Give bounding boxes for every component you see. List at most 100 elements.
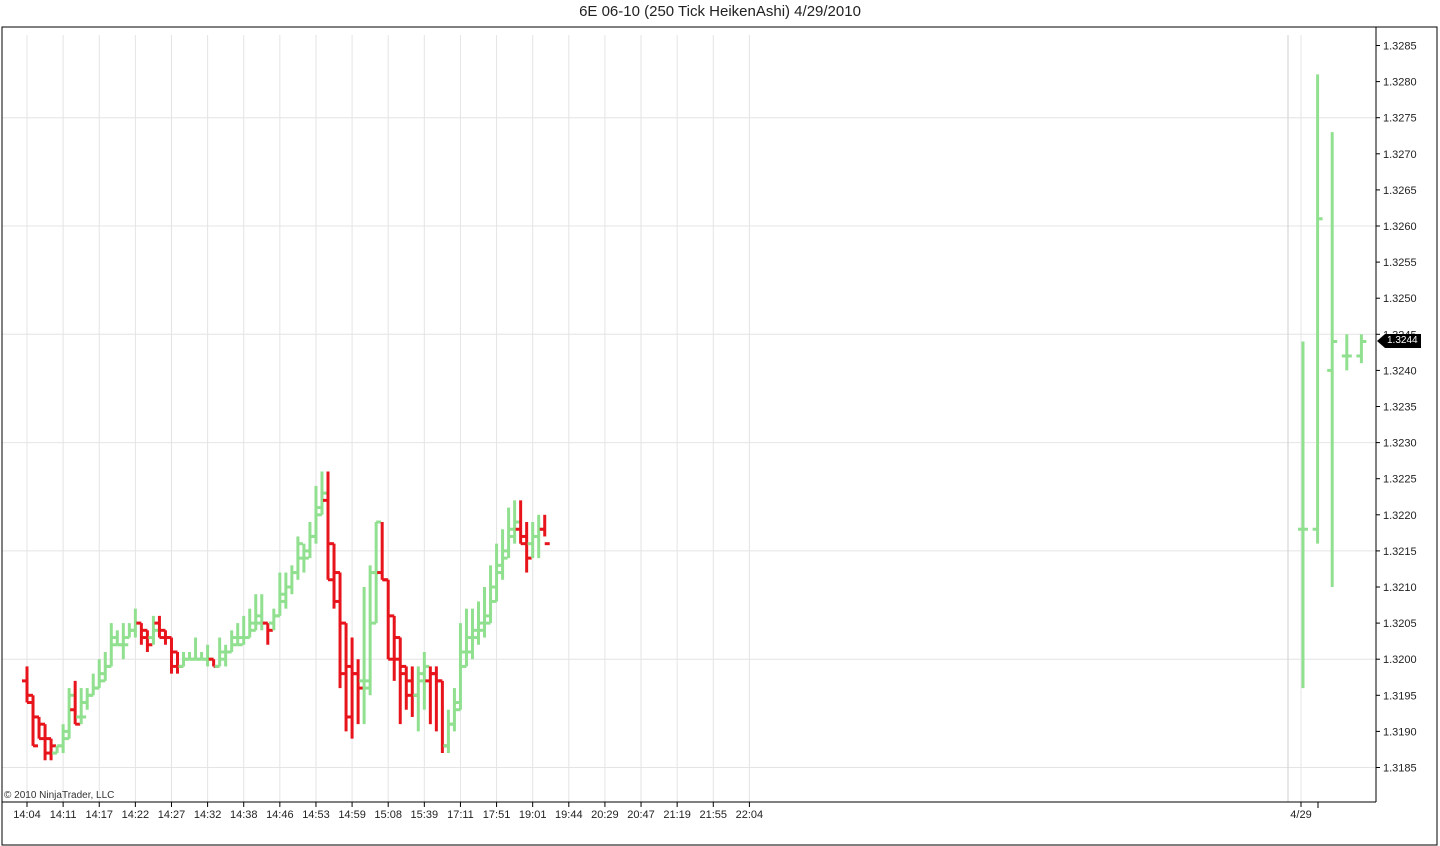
ohlc-bar	[166, 636, 177, 674]
ohlc-bar	[148, 615, 159, 645]
ohlc-bar	[1327, 132, 1338, 587]
last-price-marker	[1377, 334, 1385, 348]
ohlc-bar	[22, 666, 32, 705]
ohlc-bar	[419, 651, 430, 710]
x-tick-label: 14:22	[122, 809, 150, 821]
ohlc-bar	[479, 587, 490, 638]
ohlc-bars	[22, 74, 1367, 761]
ohlc-bar	[365, 565, 376, 696]
x-tick-label: 14:27	[158, 809, 186, 821]
ohlc-bar	[310, 485, 321, 544]
ohlc-bar	[455, 623, 466, 712]
ohlc-bar	[497, 529, 508, 580]
ohlc-bar	[142, 628, 153, 652]
x-tick-label: 21:19	[663, 809, 691, 821]
y-tick-label: 1.3220	[1383, 510, 1417, 522]
ohlc-bar	[88, 673, 99, 697]
ohlc-bar	[214, 637, 225, 668]
ohlc-bar	[118, 623, 129, 660]
ohlc-bar	[76, 688, 87, 725]
x-tick-label: 17:51	[483, 809, 511, 821]
y-tick-label: 1.3240	[1383, 365, 1417, 377]
price-axis: 1.3185 1.3190 1.3195 1.3200 1.3205 1.3210 1.32…	[1375, 27, 1417, 802]
ohlc-bar	[94, 659, 105, 690]
x-tick-label: 14:38	[230, 809, 258, 821]
y-tick-label: 1.3210	[1383, 582, 1417, 594]
ohlc-bar	[527, 522, 538, 559]
ohlc-bar	[323, 471, 333, 582]
ohlc-bar	[521, 522, 532, 573]
ohlc-bar	[485, 565, 496, 625]
ohlc-bar	[533, 514, 544, 559]
y-tick-label: 1.3265	[1383, 185, 1417, 197]
ohlc-bar	[220, 644, 231, 667]
ohlc-bar	[64, 688, 75, 741]
ohlc-bar	[226, 630, 237, 654]
y-tick-label: 1.3205	[1383, 618, 1417, 630]
ohlc-bar	[413, 666, 424, 732]
ohlc-bar	[154, 615, 165, 640]
x-tick-label: 14:46	[266, 809, 294, 821]
ohlc-bar	[473, 601, 484, 645]
ohlc-bar	[274, 572, 285, 618]
ohlc-bar	[250, 594, 261, 632]
ohlc-bar	[491, 543, 502, 603]
ohlc-bar	[268, 608, 279, 631]
ohlc-bar	[256, 594, 267, 631]
ohlc-bar	[280, 572, 291, 609]
ohlc-bar	[515, 500, 526, 546]
ohlc-bar	[449, 688, 460, 732]
x-tick-label: 14:04	[13, 809, 41, 821]
ohlc-bar	[292, 536, 303, 580]
y-tick-label: 1.3185	[1383, 763, 1417, 775]
x-tick-label: 17:11	[447, 809, 474, 821]
grid-lines	[2, 35, 1376, 802]
ohlc-bar	[539, 514, 550, 546]
ohlc-bar	[461, 608, 472, 668]
ohlc-bar	[238, 615, 249, 645]
ohlc-bar	[28, 693, 39, 748]
x-tick-label: 4/29	[1290, 809, 1311, 821]
ohlc-bar	[509, 500, 520, 544]
ohlc-bar	[1298, 341, 1308, 689]
copyright-text: © 2010 NinjaTrader, LLC	[4, 790, 115, 801]
ohlc-bar	[46, 737, 57, 761]
ohlc-bar	[316, 471, 327, 517]
x-tick-label: 19:01	[519, 809, 547, 821]
ohlc-bar	[329, 542, 340, 609]
y-tick-label: 1.3230	[1383, 438, 1417, 450]
y-tick-label: 1.3190	[1383, 726, 1417, 738]
x-tick-label: 14:11	[50, 809, 77, 821]
x-tick-label: 20:29	[591, 809, 619, 821]
ohlc-bar	[347, 637, 358, 739]
y-tick-label: 1.3225	[1383, 474, 1417, 486]
ohlc-bar	[40, 722, 51, 761]
x-tick-label: 14:32	[194, 809, 222, 821]
ohlc-bar	[172, 650, 183, 674]
x-tick-label: 14:17	[85, 809, 113, 821]
x-tick-label: 15:39	[411, 809, 439, 821]
ohlc-bar	[1341, 334, 1352, 371]
ohlc-bar	[437, 679, 448, 754]
ohlc-bar	[401, 664, 412, 710]
x-tick-label: 14:53	[302, 809, 330, 821]
x-tick-label: 21:55	[700, 809, 728, 821]
ohlc-bar	[443, 709, 454, 754]
ohlc-bar	[58, 724, 69, 754]
ohlc-bar	[353, 659, 364, 725]
ohlc-bar	[389, 614, 400, 681]
y-tick-label: 1.3280	[1383, 77, 1417, 89]
y-tick-label: 1.3200	[1383, 654, 1417, 666]
y-tick-label: 1.3285	[1383, 41, 1417, 53]
ohlc-bar	[136, 621, 147, 645]
ohlc-bar	[190, 637, 201, 661]
ohlc-bar	[106, 623, 117, 668]
x-tick-label: 20:47	[627, 809, 655, 821]
x-tick-label: 14:59	[338, 809, 366, 821]
ohlc-bar	[82, 688, 93, 710]
ohlc-bar	[467, 608, 478, 660]
y-tick-label: 1.3250	[1383, 293, 1417, 305]
ohlc-bar	[298, 543, 309, 573]
last-price-label: 1.3244	[1385, 334, 1421, 348]
